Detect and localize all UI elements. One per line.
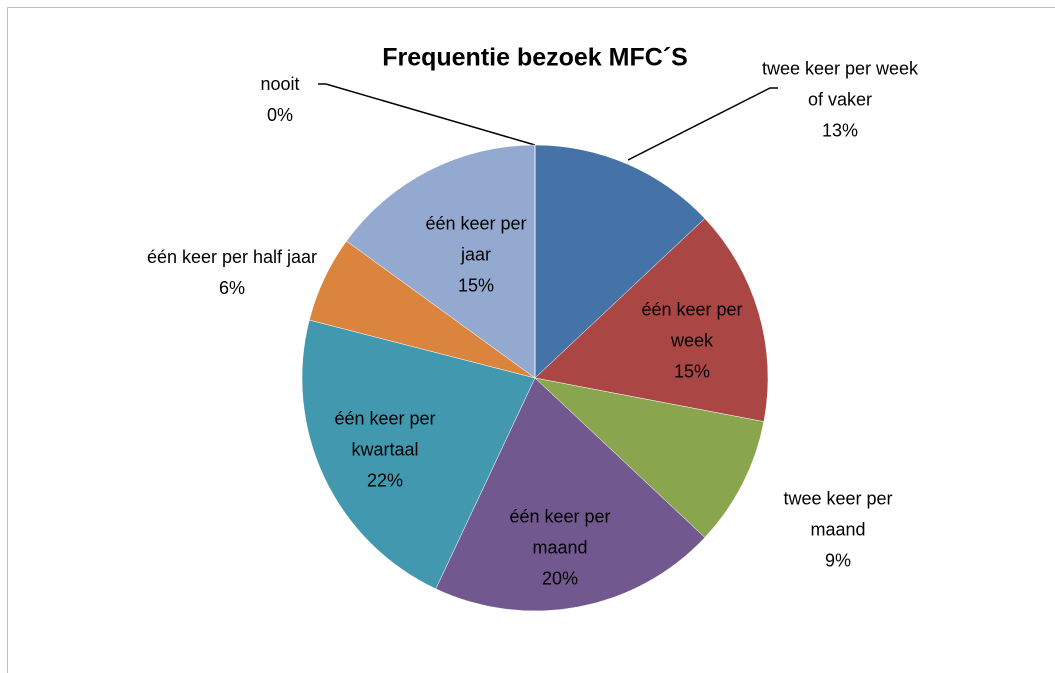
pie-slice bbox=[346, 144, 536, 379]
data-label: één keer per week 15% bbox=[637, 295, 747, 388]
slice-value-label: 13% bbox=[821, 120, 859, 141]
slice-category-label: nooit bbox=[260, 74, 300, 94]
slice-value-label: 15% bbox=[457, 275, 495, 296]
data-label: één keer per kwartaal 22% bbox=[310, 404, 460, 497]
slice-category-label: één keer per kwartaal bbox=[334, 408, 436, 460]
slice-value-label: 0% bbox=[266, 105, 293, 125]
slice-value-label: 6% bbox=[218, 278, 245, 298]
data-label: één keer per jaar 15% bbox=[411, 209, 541, 302]
slice-value-label: 15% bbox=[673, 361, 711, 382]
pie-slice bbox=[534, 144, 706, 379]
slice-category-label: één keer per half jaar bbox=[146, 247, 318, 267]
slice-value-label: 22% bbox=[366, 470, 404, 491]
slice-value-label: 20% bbox=[541, 568, 579, 589]
chart-title: Frequentie bezoek MFC´S bbox=[382, 43, 688, 72]
slice-value-label: 9% bbox=[824, 550, 851, 571]
data-label: één keer per maand 20% bbox=[485, 502, 635, 595]
slice-category-label: twee keer per maand bbox=[783, 488, 893, 540]
slice-category-label: twee keer per week of vaker bbox=[761, 58, 919, 110]
slice-category-label: één keer per maand bbox=[509, 506, 611, 558]
slice-category-label: één keer per week bbox=[641, 299, 743, 351]
data-label: twee keer per week of vaker 13% bbox=[755, 54, 925, 147]
chart-border bbox=[7, 7, 1055, 673]
data-label: één keer per half jaar 6% bbox=[132, 242, 332, 304]
leader-line bbox=[627, 87, 778, 161]
data-label: twee keer per maand 9% bbox=[758, 484, 918, 577]
slice-category-label: één keer per jaar bbox=[425, 213, 527, 265]
data-label: nooit 0% bbox=[245, 69, 315, 131]
pie-slice bbox=[435, 377, 706, 612]
pie-slice bbox=[534, 218, 769, 422]
leader-line bbox=[318, 83, 536, 146]
pie-slice bbox=[301, 319, 536, 590]
pie-slice bbox=[534, 377, 765, 538]
